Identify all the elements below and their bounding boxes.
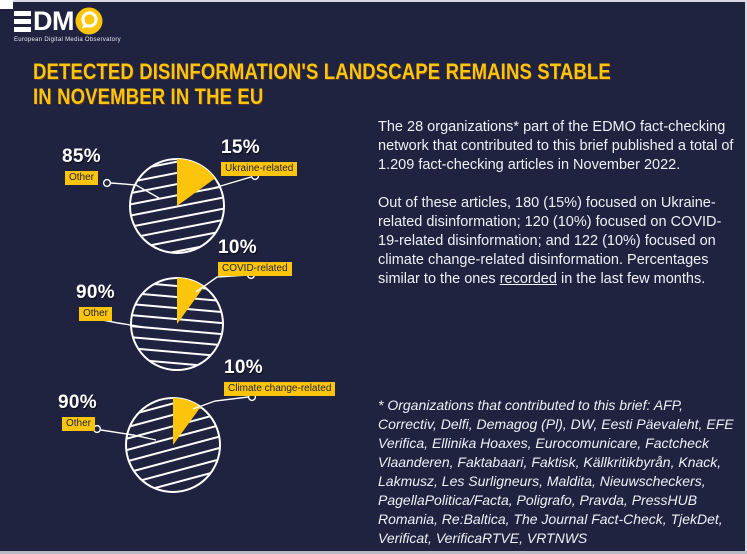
summary-text: The 28 organizations* part of the EDMO f… [378,118,740,308]
pie-chart-ukraine [102,158,260,254]
pie2-covid-badge: COVID-related [218,262,292,276]
pie3-other-percent: 90% [58,392,97,413]
pie2-other-label: 90% Other [76,283,115,321]
pie3-climate-percent: 10% [224,357,263,378]
paragraph-2-after: in the last few months. [556,271,706,287]
pie1-other-badge: Other [65,171,99,185]
pie1-ukraine-label: 15% Ukraine-related [221,137,298,176]
pie1-other-label: 85% Other [62,147,101,185]
image-top-border [0,0,747,2]
pie-chart-climate [92,392,257,493]
pie2-covid-label: 10% COVID-related [218,238,292,276]
pie2-other-badge: Other [79,307,113,321]
paragraph-1: The 28 organizations* part of the EDMO f… [378,119,734,173]
page-title-line2: IN NOVEMBER IN THE EU [33,84,264,109]
paragraph-2: Out of these articles, 180 (15%) focused… [378,194,740,289]
pie3-climate-label: 10% Climate change-related [224,357,336,396]
page-title: DETECTED DISINFORMATION'S LANDSCAPE REMA… [33,59,611,109]
pie3-other-badge: Other [62,417,96,431]
page-title-line1: DETECTED DISINFORMATION'S LANDSCAPE REMA… [33,59,611,84]
pie1-ukraine-percent: 15% [221,137,260,158]
edmo-logo: DM European Digital Media Observatory [14,7,121,43]
edmo-logo-wordmark: DM [14,7,121,35]
pie2-covid-percent: 10% [218,237,257,258]
image-bottom-border [0,551,747,554]
footnote-text: * Organizations that contributed to this… [378,397,734,546]
image-right-border [745,0,747,554]
speech-bubble-icon [75,7,103,35]
edmo-logo-tagline: European Digital Media Observatory [14,37,121,43]
edmo-logo-e-bars-icon [14,10,31,32]
pie-chart-covid [78,270,256,371]
pie1-other-percent: 85% [62,146,101,167]
paragraph-2-before: Out of these articles, 180 (15%) focused… [378,195,722,287]
pie3-other-label: 90% Other [58,393,97,431]
pie2-other-percent: 90% [76,282,115,303]
recorded-link[interactable]: recorded [499,271,557,287]
edmo-logo-dm-letters: DM [33,6,75,36]
pie1-ukraine-badge: Ukraine-related [221,162,298,176]
pie3-climate-badge: Climate change-related [224,382,336,396]
image-corner-notch [0,0,13,9]
